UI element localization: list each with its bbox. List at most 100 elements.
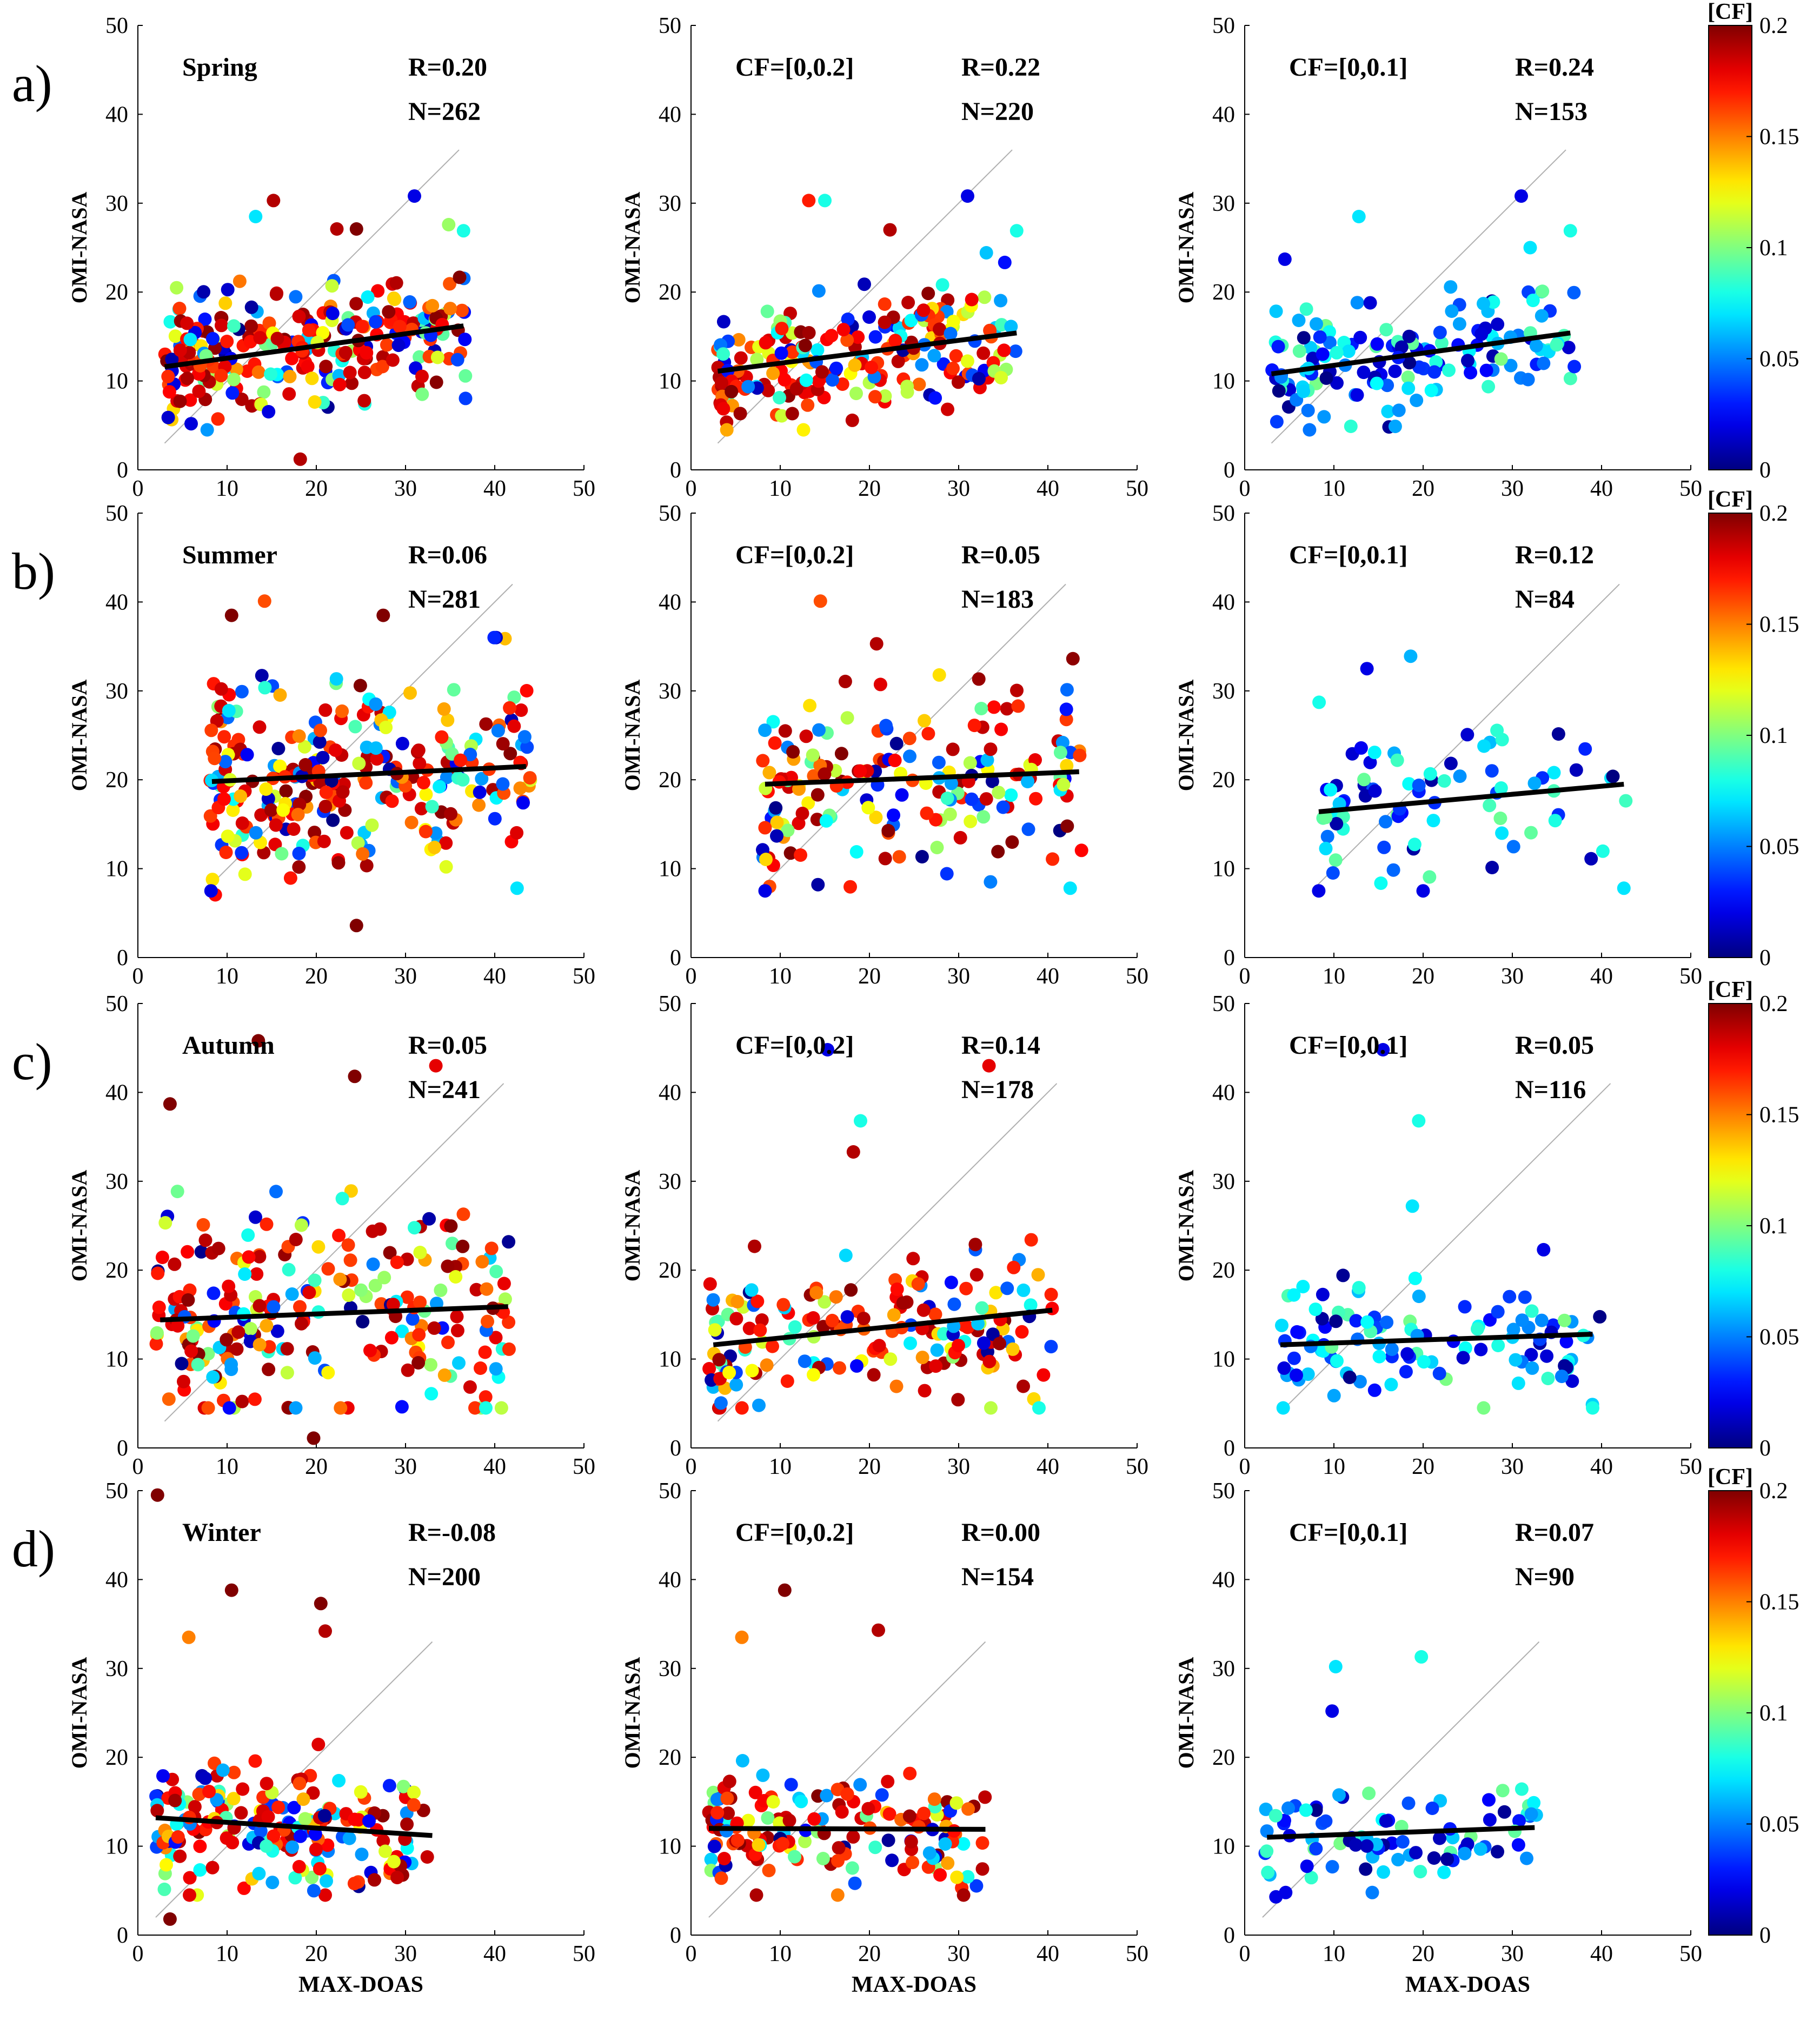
data-point	[1268, 1809, 1283, 1823]
y-tick-label: 40	[1212, 590, 1235, 615]
data-point	[1388, 364, 1402, 378]
data-point	[1433, 325, 1447, 340]
data-point	[342, 1831, 356, 1845]
data-point	[253, 720, 267, 734]
data-point	[752, 1398, 766, 1412]
data-point	[998, 255, 1012, 269]
data-point	[260, 1839, 274, 1853]
data-point	[267, 1829, 281, 1843]
data-point	[155, 1251, 169, 1264]
data-point	[1515, 189, 1528, 203]
data-point	[1270, 415, 1284, 429]
n-value: N=281	[408, 585, 481, 614]
data-point	[776, 1837, 790, 1851]
data-point	[1494, 352, 1508, 366]
data-point	[343, 1253, 357, 1267]
data-point	[796, 423, 811, 437]
r-value: R=0.05	[961, 541, 1040, 569]
scatter-panel-1: 0 10 20 30 40 50 0 10 20 30 40 50 OMI-NASA Spring R=0.…	[12, 14, 595, 501]
data-point	[1401, 1796, 1416, 1810]
fit-line	[1267, 1825, 1535, 1840]
data-point	[193, 1839, 207, 1853]
data-point	[475, 1255, 489, 1269]
data-point	[386, 1298, 400, 1312]
data-point	[1350, 388, 1364, 402]
data-point	[965, 792, 979, 806]
data-point	[1495, 826, 1509, 840]
data-point	[419, 787, 433, 801]
data-point	[516, 796, 530, 810]
data-point	[302, 1286, 316, 1299]
data-point	[311, 1240, 326, 1254]
data-point	[289, 290, 303, 304]
y-tick-label: 50	[105, 992, 128, 1016]
data-point	[489, 1265, 503, 1279]
colorbar-label: [CF]	[1708, 978, 1753, 1002]
data-point	[456, 1207, 470, 1221]
one-to-one-line	[1262, 1641, 1540, 1918]
x-tick-label: 30	[394, 1942, 417, 1966]
data-point	[831, 1888, 845, 1902]
data-point	[1007, 1260, 1021, 1274]
data-point	[949, 1796, 964, 1810]
data-point	[1297, 331, 1311, 345]
fit-line	[164, 323, 464, 369]
data-point	[359, 776, 373, 790]
data-point	[184, 1344, 198, 1358]
colorbar-tick-label: 0.2	[1759, 501, 1788, 526]
data-point	[741, 1813, 755, 1827]
data-point	[332, 1773, 346, 1787]
scatter-points	[1265, 189, 1582, 437]
data-point	[1000, 702, 1014, 716]
data-point	[406, 1312, 420, 1326]
data-point	[1473, 1842, 1487, 1856]
data-point	[918, 714, 931, 728]
data-point	[481, 1314, 494, 1328]
data-point	[735, 1630, 749, 1644]
data-point	[1606, 769, 1620, 783]
data-point	[961, 1320, 975, 1334]
data-point	[183, 333, 197, 347]
data-point	[385, 794, 399, 808]
y-tick-label: 40	[105, 590, 128, 615]
data-point	[335, 704, 349, 718]
data-point	[181, 1293, 195, 1307]
data-point	[390, 1871, 404, 1884]
data-point	[1390, 753, 1404, 767]
data-point	[345, 376, 359, 390]
data-point	[253, 1338, 267, 1352]
data-point	[891, 354, 905, 368]
data-point	[205, 1860, 220, 1875]
data-point	[177, 1374, 190, 1388]
data-point	[1259, 1802, 1273, 1816]
r-value: R=0.24	[1515, 53, 1594, 82]
y-axis-label: OMI-NASA	[620, 680, 645, 792]
data-point	[1515, 1313, 1529, 1327]
fit-line	[708, 1826, 986, 1832]
data-point	[363, 1344, 377, 1358]
data-point	[488, 812, 502, 826]
row-label: d)	[12, 1520, 55, 1578]
data-point	[980, 753, 994, 767]
data-point	[1433, 1831, 1446, 1845]
data-point	[353, 679, 367, 693]
data-point	[933, 322, 947, 336]
data-point	[235, 816, 249, 830]
data-point	[1015, 1325, 1029, 1339]
data-point	[318, 1888, 332, 1902]
data-point	[1483, 799, 1497, 813]
x-tick-label: 30	[394, 476, 417, 501]
n-value: N=220	[961, 97, 1034, 126]
row-label: a)	[12, 55, 52, 112]
data-point	[1367, 1383, 1381, 1397]
data-point	[463, 1380, 477, 1394]
data-point	[158, 1216, 172, 1230]
data-point	[168, 329, 182, 343]
data-point	[229, 362, 243, 376]
fit-line	[1271, 330, 1571, 376]
data-point	[1310, 317, 1323, 331]
scatter-points	[702, 1043, 1059, 1415]
data-point	[316, 750, 330, 765]
data-point	[309, 1843, 323, 1856]
data-point	[225, 1836, 240, 1850]
